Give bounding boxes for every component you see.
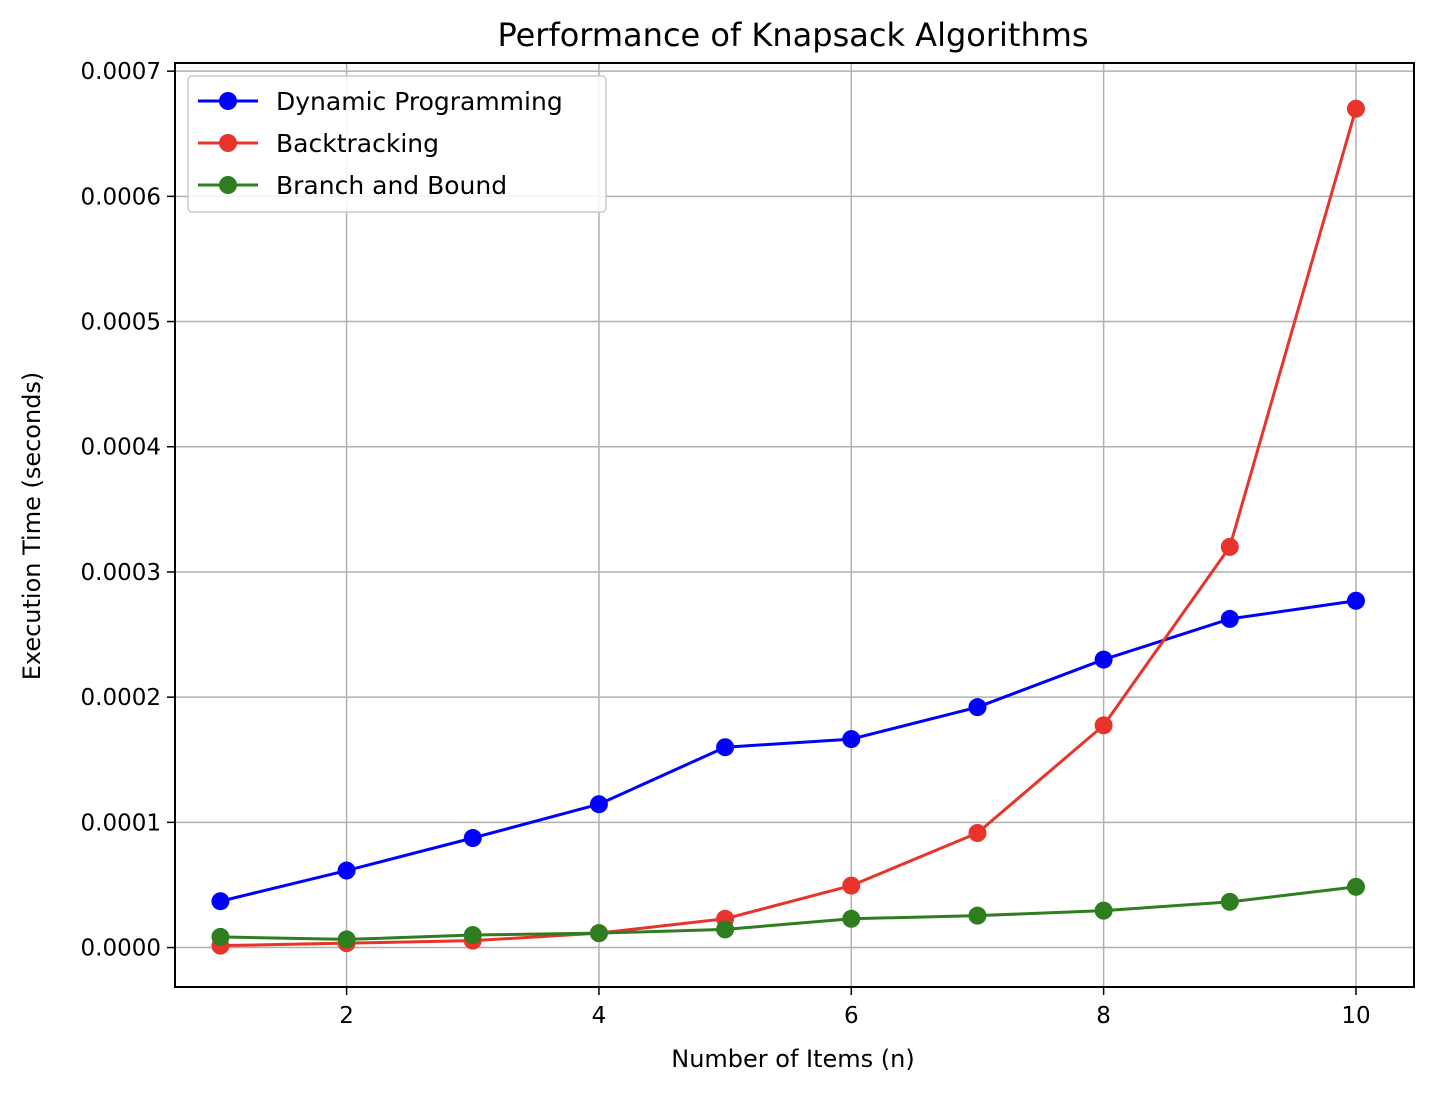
data-point-dynamic-programming xyxy=(589,795,608,814)
legend-marker xyxy=(219,92,237,110)
data-point-branch-and-bound xyxy=(337,930,356,949)
data-point-backtracking xyxy=(968,824,987,842)
data-point-backtracking xyxy=(1094,716,1113,735)
data-point-dynamic-programming xyxy=(968,698,987,717)
series-dynamic-programming xyxy=(211,591,1365,911)
y-tick-label: 0.0001 xyxy=(81,810,161,836)
data-point-branch-and-bound xyxy=(1346,877,1365,896)
data-point-branch-and-bound xyxy=(716,920,735,939)
x-axis-label: Number of Items (n) xyxy=(671,1045,915,1073)
legend-entry-dynamic-programming: Dynamic Programming xyxy=(198,87,563,116)
data-point-dynamic-programming xyxy=(337,861,356,880)
legend-marker xyxy=(219,176,237,194)
data-point-dynamic-programming xyxy=(716,738,735,757)
legend-marker xyxy=(219,134,237,152)
legend-label: Branch and Bound xyxy=(276,171,507,200)
data-point-branch-and-bound xyxy=(968,906,987,925)
legend: Dynamic Programming Backtracking Branch an… xyxy=(187,75,607,213)
y-tick-label: 0.0002 xyxy=(81,685,161,711)
series-layer xyxy=(211,99,1365,955)
x-tick-label: 8 xyxy=(1096,1003,1111,1029)
x-tick-label: 2 xyxy=(339,1003,354,1029)
data-point-branch-and-bound xyxy=(463,926,482,945)
data-point-backtracking xyxy=(842,876,861,895)
data-point-dynamic-programming xyxy=(842,730,861,749)
y-tick-label: 0.0000 xyxy=(81,936,161,962)
data-point-dynamic-programming xyxy=(1094,650,1113,669)
y-tick-label: 0.0005 xyxy=(81,310,161,336)
grid xyxy=(175,63,1414,987)
data-point-branch-and-bound xyxy=(1220,892,1239,911)
legend-label: Dynamic Programming xyxy=(276,87,563,116)
y-tick-label: 0.0003 xyxy=(81,560,161,586)
y-tick-label: 0.0004 xyxy=(81,435,161,461)
legend-box xyxy=(187,75,607,213)
data-point-backtracking xyxy=(1220,537,1239,556)
series-branch-and-bound xyxy=(211,877,1365,949)
data-point-branch-and-bound xyxy=(1094,901,1113,920)
axis-ticks: 2 4 6 8 10 0.0000 0.0001 0.0002 0.0003 0.0004 0.00… xyxy=(81,59,1371,1029)
series-line-backtracking xyxy=(220,108,1358,948)
series-line-branch-and-bound xyxy=(220,885,1357,941)
data-point-branch-and-bound xyxy=(211,927,230,946)
legend-label: Backtracking xyxy=(276,129,439,158)
data-point-branch-and-bound xyxy=(589,924,608,943)
plot-frame xyxy=(174,62,1415,988)
chart-title: Performance of Knapsack Algorithms xyxy=(497,16,1088,54)
data-point-dynamic-programming xyxy=(463,829,482,848)
data-point-backtracking xyxy=(1346,99,1365,118)
y-tick-label: 0.0006 xyxy=(81,184,161,210)
x-tick-label: 10 xyxy=(1341,1003,1370,1029)
data-point-dynamic-programming xyxy=(1220,609,1239,628)
y-axis-label: Execution Time (seconds) xyxy=(18,372,46,681)
series-line-dynamic-programming xyxy=(220,599,1357,903)
data-point-branch-and-bound xyxy=(842,909,861,928)
legend-entry-branch-and-bound: Branch and Bound xyxy=(198,171,507,200)
data-point-dynamic-programming xyxy=(1346,591,1365,610)
data-point-dynamic-programming xyxy=(211,892,230,911)
x-tick-label: 4 xyxy=(592,1003,607,1029)
x-tick-label: 6 xyxy=(844,1003,859,1029)
y-tick-label: 0.0007 xyxy=(81,59,161,85)
legend-entry-backtracking: Backtracking xyxy=(198,129,439,158)
